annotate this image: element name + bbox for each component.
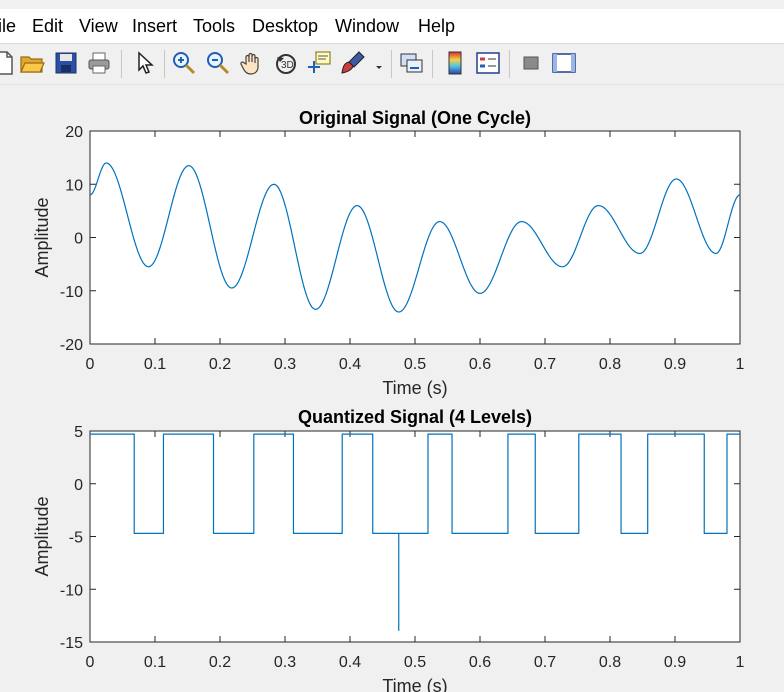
- x-tick-label: 0.8: [599, 654, 621, 671]
- x-tick-label: 0.3: [274, 356, 296, 373]
- brush-dropdown-icon[interactable]: [372, 49, 386, 77]
- x-tick-label: 0: [86, 356, 95, 373]
- menu-desktop[interactable]: Desktop: [252, 16, 319, 36]
- x-tick-label: 0.6: [469, 654, 491, 671]
- y-axis-label: Amplitude: [32, 197, 52, 277]
- y-tick-label: -5: [69, 530, 83, 547]
- quantized-signal-axes[interactable]: Quantized Signal (4 Levels) Time (s) Amp…: [32, 407, 745, 692]
- x-tick-label: 0.4: [339, 654, 361, 671]
- x-tick-label: 0: [86, 654, 95, 671]
- menu-edit[interactable]: Edit: [32, 16, 64, 36]
- legend-icon[interactable]: [474, 49, 502, 77]
- menu-window[interactable]: Window: [335, 16, 400, 36]
- menu-view[interactable]: View: [79, 16, 118, 36]
- menu-help[interactable]: Help: [418, 16, 456, 36]
- x-tick-label: 0.4: [339, 356, 361, 373]
- x-axis-label: Time (s): [382, 378, 447, 398]
- y-tick-label: 5: [74, 424, 83, 441]
- y-axis-label: Amplitude: [32, 496, 52, 576]
- toolbar-separator: [121, 50, 122, 78]
- svg-text:3D: 3D: [281, 60, 294, 71]
- y-tick-label: -10: [60, 284, 83, 301]
- toolbar-separator: [432, 50, 433, 78]
- x-tick-label: 0.1: [144, 356, 166, 373]
- y-tick-label: -15: [60, 635, 83, 652]
- hide-plot-tools-icon[interactable]: [517, 49, 545, 77]
- y-tick-label: 20: [65, 124, 83, 141]
- y-tick-label: -20: [60, 337, 83, 354]
- y-tick-label: 0: [74, 231, 83, 248]
- save-icon[interactable]: [52, 49, 80, 77]
- data-cursor-icon[interactable]: [305, 49, 333, 77]
- x-tick-label: 0.1: [144, 654, 166, 671]
- toolbar-separator: [509, 50, 510, 78]
- y-tick-label: -10: [60, 582, 83, 599]
- original-signal-axes[interactable]: Original Signal (One Cycle) Time (s) Amp…: [32, 108, 745, 398]
- x-tick-label: 0.2: [209, 356, 231, 373]
- x-tick-label: 0.9: [664, 654, 686, 671]
- print-icon[interactable]: [85, 49, 113, 77]
- pan-hand-icon[interactable]: [238, 49, 266, 77]
- axes-title: Quantized Signal (4 Levels): [298, 407, 532, 427]
- x-tick-label: 0.7: [534, 654, 556, 671]
- menu-tools[interactable]: Tools: [193, 16, 236, 36]
- x-tick-label: 0.6: [469, 356, 491, 373]
- toolbar-separator: [164, 50, 165, 78]
- menu-file[interactable]: ile: [0, 16, 17, 36]
- x-tick-label: 0.7: [534, 356, 556, 373]
- menu-insert[interactable]: Insert: [132, 16, 178, 36]
- x-tick-label: 0.3: [274, 654, 296, 671]
- x-tick-label: 0.5: [404, 654, 426, 671]
- window-top-strip: [0, 0, 784, 9]
- menu-bar: ile Edit View Insert Tools Desktop Windo…: [0, 9, 784, 44]
- zoom-out-icon[interactable]: [204, 49, 232, 77]
- open-folder-icon[interactable]: [18, 49, 46, 77]
- y-tick-label: 10: [65, 177, 83, 194]
- x-axis-label: Time (s): [382, 676, 447, 692]
- link-plot-icon[interactable]: [398, 49, 426, 77]
- new-figure-icon[interactable]: [0, 49, 18, 77]
- series-line: [90, 433, 740, 631]
- x-tick-label: 0.9: [664, 356, 686, 373]
- x-tick-label: 0.5: [404, 356, 426, 373]
- x-tick-label: 0.2: [209, 654, 231, 671]
- x-tick-label: 1: [736, 356, 745, 373]
- y-tick-label: 0: [74, 477, 83, 494]
- pointer-icon[interactable]: [130, 49, 158, 77]
- zoom-in-icon[interactable]: [170, 49, 198, 77]
- show-plot-tools-icon[interactable]: [550, 49, 578, 77]
- figure-toolbar: 3D: [0, 44, 784, 85]
- rotate-3d-icon[interactable]: 3D: [272, 49, 300, 77]
- series-line: [90, 162, 740, 313]
- colorbar-icon[interactable]: [441, 49, 469, 77]
- x-tick-label: 1: [736, 654, 745, 671]
- brush-icon[interactable]: [339, 49, 367, 77]
- toolbar-separator: [391, 50, 392, 78]
- x-tick-label: 0.8: [599, 356, 621, 373]
- axes-title: Original Signal (One Cycle): [299, 108, 531, 128]
